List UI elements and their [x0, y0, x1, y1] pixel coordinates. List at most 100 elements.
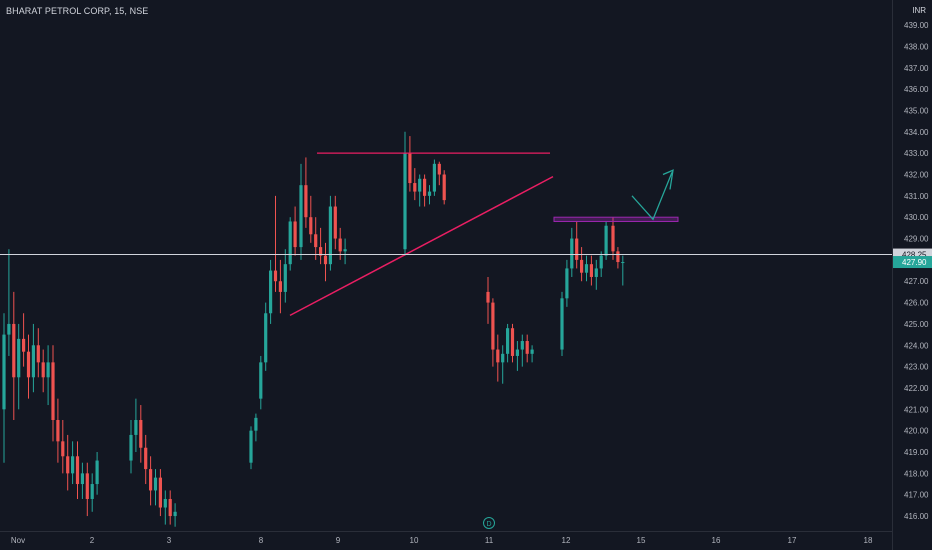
- price-tick-label: 427.00: [904, 277, 929, 286]
- candle-body[interactable]: [85, 473, 89, 499]
- candle-body[interactable]: [2, 334, 6, 410]
- level-price-tag: [893, 248, 932, 261]
- candle-body[interactable]: [7, 323, 11, 335]
- price-tick-label: 420.00: [904, 427, 929, 436]
- candle-body[interactable]: [565, 268, 569, 299]
- candle-body[interactable]: [75, 456, 80, 485]
- price-tick-label: 421.00: [904, 405, 929, 414]
- candle-body[interactable]: [427, 191, 432, 196]
- candle-body[interactable]: [442, 174, 446, 201]
- candle-body[interactable]: [616, 251, 620, 263]
- candle-body[interactable]: [61, 441, 65, 457]
- candle-body[interactable]: [403, 153, 407, 250]
- candle-body[interactable]: [158, 477, 162, 508]
- candle-body[interactable]: [496, 349, 500, 363]
- price-tick-label: 438.00: [904, 42, 929, 51]
- candle-body[interactable]: [309, 217, 313, 235]
- dividend-marker-label: D: [486, 521, 491, 528]
- candle-body[interactable]: [269, 270, 273, 314]
- candle-body[interactable]: [153, 477, 158, 491]
- candle-body[interactable]: [26, 351, 31, 378]
- candle-body[interactable]: [134, 419, 138, 435]
- candle-body[interactable]: [283, 264, 287, 292]
- candle-body[interactable]: [259, 362, 263, 399]
- candle-body[interactable]: [338, 238, 342, 252]
- candle-body[interactable]: [304, 185, 308, 218]
- candle-body[interactable]: [621, 262, 625, 264]
- candle-body[interactable]: [560, 298, 564, 350]
- candle-body[interactable]: [17, 338, 21, 378]
- candle-body[interactable]: [139, 419, 143, 448]
- candle-body[interactable]: [530, 349, 534, 354]
- candle-body[interactable]: [437, 163, 441, 175]
- candle-body[interactable]: [22, 338, 26, 352]
- candle-body[interactable]: [163, 498, 167, 508]
- candle-body[interactable]: [31, 345, 35, 378]
- candle-body[interactable]: [423, 178, 427, 196]
- candle-body[interactable]: [71, 456, 75, 474]
- candle-body[interactable]: [144, 447, 148, 470]
- candle-body[interactable]: [491, 302, 495, 350]
- candle-body[interactable]: [611, 225, 615, 252]
- symbol-title[interactable]: BHARAT PETROL CORP, 15, NSE: [6, 6, 149, 16]
- level-price-label: 428.25: [902, 251, 927, 260]
- candle-body[interactable]: [314, 234, 318, 248]
- candle-body[interactable]: [343, 249, 347, 252]
- candle-body[interactable]: [594, 268, 598, 277]
- candle-body[interactable]: [333, 206, 337, 239]
- candle-body[interactable]: [51, 362, 55, 420]
- candle-body[interactable]: [90, 484, 94, 499]
- price-tick-label: 433.00: [904, 149, 929, 158]
- candle-body[interactable]: [525, 341, 529, 354]
- trend-line[interactable]: [289, 175, 554, 317]
- candle-body[interactable]: [501, 353, 505, 363]
- candle-body[interactable]: [278, 281, 282, 292]
- candle-body[interactable]: [36, 345, 40, 363]
- candle-body[interactable]: [249, 430, 253, 463]
- candle-body[interactable]: [46, 362, 50, 378]
- candle-body[interactable]: [95, 460, 99, 485]
- candle-body[interactable]: [299, 185, 303, 248]
- candle-body[interactable]: [264, 313, 268, 363]
- candle-body[interactable]: [432, 163, 436, 192]
- candle-body[interactable]: [319, 247, 323, 256]
- price-tick-label: 422.00: [904, 384, 929, 393]
- candle-body[interactable]: [413, 183, 417, 192]
- candle-body[interactable]: [580, 259, 584, 273]
- candle-body[interactable]: [584, 264, 589, 273]
- candle-body[interactable]: [328, 206, 332, 265]
- candle-body[interactable]: [168, 498, 172, 517]
- candle-body[interactable]: [506, 328, 510, 354]
- candle-body[interactable]: [66, 456, 70, 474]
- candle-body[interactable]: [486, 291, 490, 303]
- candle-body[interactable]: [418, 178, 422, 192]
- dividend-marker-icon[interactable]: [483, 517, 495, 529]
- candle-body[interactable]: [589, 264, 593, 277]
- candle-body[interactable]: [520, 341, 524, 350]
- candle-body[interactable]: [80, 473, 84, 485]
- candle-body[interactable]: [273, 270, 278, 282]
- candle-body[interactable]: [575, 238, 579, 260]
- candle-body[interactable]: [12, 323, 16, 378]
- supply-zone[interactable]: [553, 216, 679, 222]
- candle-body[interactable]: [41, 362, 45, 378]
- candle-body[interactable]: [323, 255, 328, 265]
- candle-body[interactable]: [149, 469, 153, 491]
- candle-body[interactable]: [288, 221, 292, 265]
- candle-body[interactable]: [515, 349, 519, 356]
- candle-body[interactable]: [599, 255, 603, 269]
- price-axis-divider: [892, 0, 893, 550]
- candle-body[interactable]: [510, 328, 515, 356]
- candle-body[interactable]: [129, 434, 133, 461]
- candle-body[interactable]: [254, 417, 258, 431]
- time-tick-label: 12: [562, 536, 571, 545]
- candle-body[interactable]: [604, 225, 608, 256]
- candle-body[interactable]: [293, 221, 297, 248]
- candle-body[interactable]: [408, 153, 412, 184]
- candle-body[interactable]: [56, 419, 60, 442]
- candle-body[interactable]: [570, 238, 574, 269]
- candle-body[interactable]: [173, 511, 177, 517]
- projection-arrow[interactable]: [631, 172, 673, 221]
